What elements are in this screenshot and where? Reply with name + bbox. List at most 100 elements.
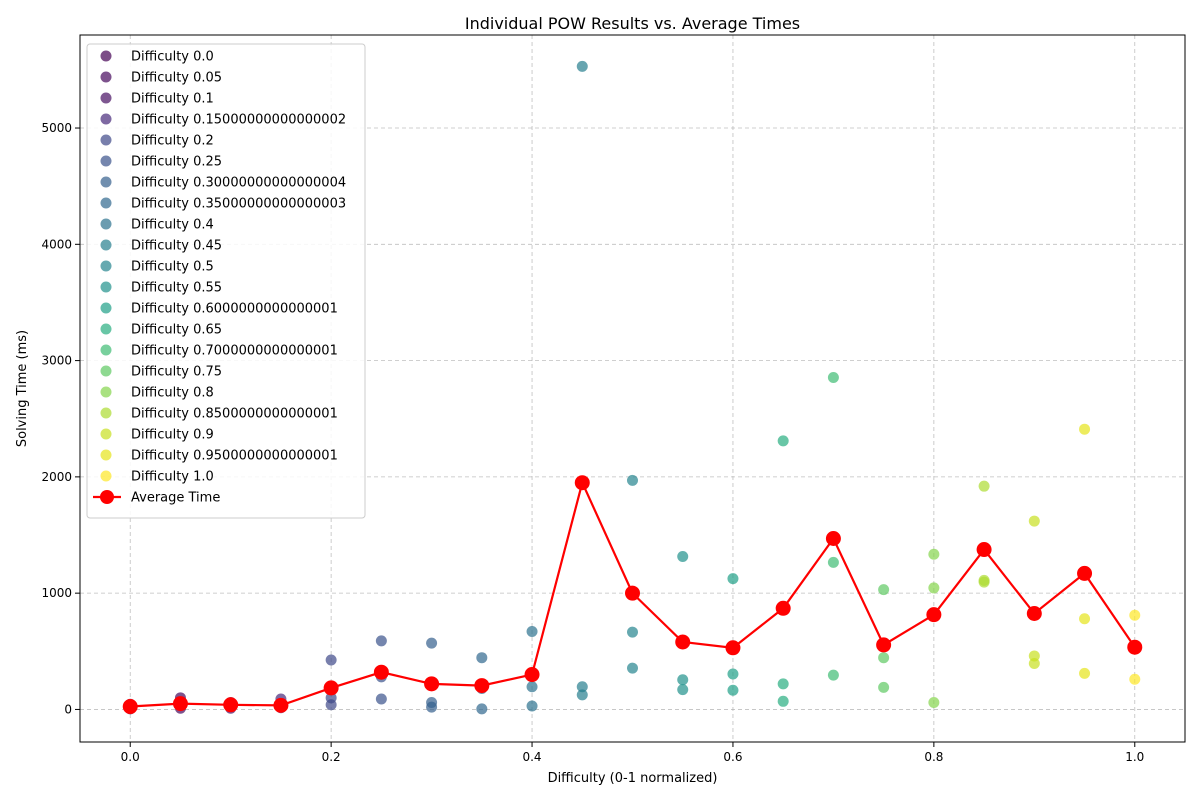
- legend-label: Difficulty 0.0: [131, 50, 214, 65]
- x-tick-label: 0.6: [723, 750, 742, 764]
- chart-title: Individual POW Results vs. Average Times: [465, 14, 800, 33]
- legend-marker: [100, 302, 112, 314]
- average-point: [424, 676, 440, 692]
- legend-marker: [100, 50, 112, 62]
- legend-marker: [100, 470, 112, 482]
- legend-label: Difficulty 0.75: [131, 365, 222, 380]
- data-point: [827, 669, 839, 681]
- data-point: [928, 582, 940, 594]
- data-point: [978, 480, 990, 492]
- y-tick-label: 1000: [41, 586, 72, 600]
- legend-label: Difficulty 1.0: [131, 470, 214, 485]
- data-point: [677, 551, 689, 563]
- average-point: [625, 585, 640, 601]
- legend-label: Difficulty 0.1: [131, 92, 214, 107]
- average-point: [223, 697, 239, 713]
- data-point: [727, 668, 739, 680]
- data-point: [827, 371, 839, 383]
- average-point: [323, 680, 339, 696]
- data-point: [375, 635, 387, 647]
- data-point: [878, 584, 890, 596]
- legend-label: Difficulty 0.30000000000000004: [131, 176, 346, 191]
- legend-marker: [100, 92, 112, 104]
- legend-marker: [100, 260, 112, 272]
- average-point: [474, 678, 490, 694]
- legend-label: Difficulty 0.35000000000000003: [131, 197, 346, 212]
- data-point: [526, 681, 538, 693]
- data-point: [627, 626, 638, 638]
- legend-marker: [100, 323, 112, 335]
- legend-marker: [100, 176, 112, 188]
- data-point: [576, 60, 588, 72]
- data-point: [727, 684, 739, 696]
- legend-marker: [100, 449, 112, 461]
- average-point: [775, 600, 791, 616]
- data-point: [627, 474, 638, 486]
- data-point: [978, 574, 990, 586]
- data-point: [1079, 613, 1091, 625]
- legend-marker: [100, 407, 112, 419]
- average-point: [725, 640, 741, 656]
- legend-marker: [100, 386, 112, 398]
- legend-marker: [100, 134, 112, 146]
- data-point: [476, 652, 488, 664]
- legend-label: Difficulty 0.6000000000000001: [131, 302, 338, 317]
- data-point: [928, 548, 940, 560]
- legend-marker: [100, 71, 112, 83]
- x-tick-label: 0.2: [322, 750, 341, 764]
- data-point: [777, 435, 789, 447]
- data-point: [727, 573, 739, 585]
- data-point: [375, 693, 387, 705]
- data-point: [1028, 650, 1040, 662]
- data-point: [526, 626, 538, 638]
- legend-marker: [100, 365, 112, 377]
- legend-label: Difficulty 0.45: [131, 239, 222, 254]
- data-point: [878, 652, 890, 664]
- data-point: [476, 703, 488, 715]
- data-point: [1129, 673, 1141, 685]
- legend-label: Difficulty 0.8: [131, 386, 214, 401]
- data-point: [426, 637, 438, 649]
- legend-label: Difficulty 0.9500000000000001: [131, 449, 338, 464]
- average-point: [1077, 565, 1093, 581]
- average-point: [273, 697, 289, 713]
- legend-marker: [100, 197, 112, 209]
- average-point: [524, 667, 540, 683]
- legend-marker: [100, 428, 112, 440]
- average-point: [926, 607, 942, 623]
- legend-marker: [100, 239, 112, 251]
- data-point: [627, 662, 638, 674]
- average-point: [373, 664, 389, 680]
- data-point: [777, 678, 789, 690]
- average-point: [976, 542, 992, 558]
- legend-label: Difficulty 0.9: [131, 428, 214, 443]
- axes: 0.0 0.2 0.4 0.6 0.8 1.0 0 1000 2000 3000 4000 5000: [41, 121, 1144, 764]
- average-point: [825, 531, 841, 547]
- x-tick-label: 0.8: [924, 750, 943, 764]
- legend-label: Difficulty 0.05: [131, 71, 222, 86]
- average-point: [1026, 606, 1042, 622]
- legend-marker: [100, 218, 112, 230]
- data-point: [1129, 609, 1141, 621]
- data-point: [325, 654, 337, 666]
- average-point: [172, 696, 188, 712]
- data-point: [878, 681, 890, 693]
- data-point: [1028, 658, 1040, 670]
- legend-marker: [100, 113, 112, 125]
- legend-label: Difficulty 0.5: [131, 260, 214, 275]
- legend-box: [86, 43, 366, 519]
- legend-label: Difficulty 0.15000000000000002: [131, 113, 346, 128]
- plot-frame: [79, 34, 1186, 743]
- legend-marker: [100, 490, 114, 504]
- data-point: [1028, 515, 1040, 527]
- data-point: [576, 689, 588, 701]
- data-point: [677, 684, 689, 696]
- legend-label: Average Time: [131, 491, 220, 506]
- x-tick-label: 1.0: [1125, 750, 1144, 764]
- legend-label: Difficulty 0.55: [131, 281, 222, 296]
- legend-label: Difficulty 0.8500000000000001: [131, 407, 338, 422]
- legend-label: Difficulty 0.65: [131, 323, 222, 338]
- data-point: [526, 700, 538, 712]
- legend-marker: [100, 155, 112, 167]
